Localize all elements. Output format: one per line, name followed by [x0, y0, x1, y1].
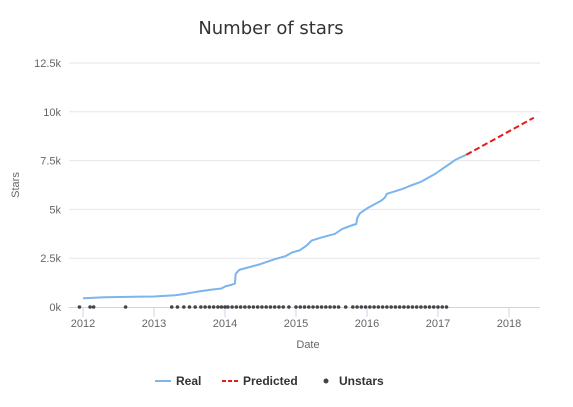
unstar-point[interactable] [311, 305, 315, 309]
unstar-point[interactable] [376, 305, 381, 309]
x-tick-label: 2013 [142, 318, 166, 330]
x-tick-label: 2012 [71, 318, 95, 330]
unstar-point[interactable] [211, 305, 216, 309]
legend-label: Predicted [243, 374, 298, 388]
legend-item-real[interactable]: Real [155, 374, 201, 388]
unstar-point[interactable] [287, 305, 291, 309]
unstar-point[interactable] [302, 305, 307, 309]
legend-label: Real [176, 374, 201, 388]
unstar-point[interactable] [436, 305, 440, 309]
legend-item-predicted[interactable]: Predicted [222, 374, 298, 388]
unstar-point[interactable] [406, 305, 410, 309]
unstar-point[interactable] [247, 305, 251, 309]
y-tick-label: 0k [49, 302, 61, 314]
unstar-point[interactable] [193, 305, 197, 309]
chart-title: Number of stars [198, 18, 343, 39]
unstar-point[interactable] [328, 305, 332, 309]
unstar-point[interactable] [219, 305, 224, 309]
unstar-point[interactable] [397, 305, 402, 309]
x-axis: 2012 2013 2014 2015 2016 2017 2018 [69, 307, 540, 330]
unstar-point[interactable] [306, 305, 311, 309]
unstar-point[interactable] [223, 305, 227, 309]
unstar-point[interactable] [393, 305, 398, 309]
grid-lines [69, 62, 540, 259]
y-tick-label: 12.5k [34, 58, 61, 70]
unstar-point[interactable] [182, 305, 186, 309]
unstar-point[interactable] [277, 305, 281, 309]
unstar-point[interactable] [319, 305, 324, 309]
y-tick-label: 7.5k [40, 156, 61, 168]
y-tick-label: 5k [49, 204, 61, 216]
unstar-point[interactable] [187, 305, 192, 309]
unstar-point[interactable] [419, 305, 423, 309]
unstar-point[interactable] [298, 305, 303, 309]
unstar-point[interactable] [343, 305, 348, 309]
unstar-point[interactable] [281, 305, 286, 309]
unstar-point[interactable] [389, 305, 393, 309]
unstar-point[interactable] [380, 305, 385, 309]
unstar-point[interactable] [294, 305, 298, 309]
unstar-point[interactable] [351, 305, 355, 309]
x-tick-label: 2016 [355, 318, 379, 330]
y-tick-label: 10k [43, 107, 61, 119]
legend[interactable]: Real Predicted Unstars [155, 374, 384, 388]
unstar-point[interactable] [91, 305, 96, 309]
unstar-point[interactable] [77, 305, 82, 309]
unstar-point[interactable] [336, 305, 341, 309]
legend-item-unstars[interactable]: Unstars [323, 374, 385, 388]
unstar-point[interactable] [234, 305, 239, 309]
unstar-point[interactable] [427, 305, 432, 309]
series-real-line[interactable] [82, 153, 467, 300]
unstar-point[interactable] [332, 305, 337, 309]
unstar-point[interactable] [385, 305, 389, 309]
x-tick-label: 2014 [213, 318, 237, 330]
unstar-point[interactable] [169, 305, 174, 309]
y-tick-label: 2.5k [40, 253, 61, 265]
unstar-point[interactable] [272, 305, 277, 309]
unstar-point[interactable] [216, 305, 220, 309]
x-tick-label: 2018 [497, 318, 521, 330]
unstar-point[interactable] [203, 305, 207, 309]
unstar-point[interactable] [372, 305, 376, 309]
unstar-point[interactable] [226, 305, 230, 309]
unstar-point[interactable] [251, 305, 256, 309]
series-unstars-points [77, 305, 449, 309]
series-predicted-line[interactable] [465, 116, 535, 156]
unstar-point[interactable] [123, 305, 128, 309]
unstar-point[interactable] [444, 305, 449, 309]
unstar-point[interactable] [238, 305, 243, 309]
unstar-point[interactable] [207, 305, 212, 309]
legend-symbol [323, 378, 329, 384]
unstar-point[interactable] [324, 305, 328, 309]
unstar-point[interactable] [243, 305, 247, 309]
unstar-point[interactable] [410, 305, 415, 309]
unstar-point[interactable] [199, 305, 203, 309]
unstar-point[interactable] [423, 305, 428, 309]
unstar-point[interactable] [255, 305, 260, 309]
unstar-point[interactable] [268, 305, 273, 309]
unstar-point[interactable] [88, 305, 92, 309]
unstar-point[interactable] [315, 305, 320, 309]
unstar-point[interactable] [264, 305, 268, 309]
series-layer [77, 116, 535, 309]
unstar-point[interactable] [355, 305, 359, 309]
unstar-point[interactable] [359, 305, 364, 309]
unstar-point[interactable] [431, 305, 436, 309]
unstar-point[interactable] [440, 305, 445, 309]
legend-label: Unstars [339, 374, 384, 388]
unstar-point[interactable] [402, 305, 406, 309]
unstar-point[interactable] [368, 305, 372, 309]
y-axis-label: Stars [10, 172, 22, 198]
x-axis-label: Date [296, 339, 319, 351]
x-tick-label: 2015 [284, 318, 308, 330]
unstar-point[interactable] [414, 305, 419, 309]
unstar-point[interactable] [175, 305, 180, 309]
x-tick-label: 2017 [426, 318, 450, 330]
unstar-point[interactable] [260, 305, 264, 309]
y-axis: 0k 2.5k 5k 7.5k 10k 12.5k [34, 58, 61, 314]
unstar-point[interactable] [230, 305, 234, 309]
unstar-point[interactable] [363, 305, 368, 309]
